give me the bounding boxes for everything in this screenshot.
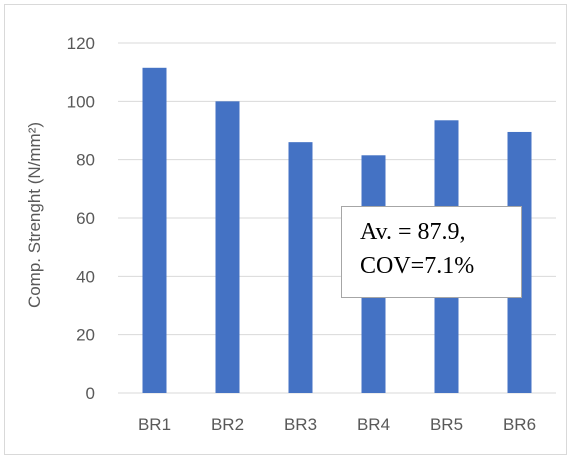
gridlines xyxy=(118,42,556,394)
bar-br3 xyxy=(288,142,313,393)
y-axis-ticks: 0 20 40 60 80 100 120 xyxy=(67,34,95,403)
x-tick-label: BR4 xyxy=(357,415,390,434)
y-tick-label: 40 xyxy=(76,267,95,286)
annotation-cov: COV=7.1% xyxy=(360,253,475,279)
y-tick-label: 20 xyxy=(76,326,95,345)
annotation-box: Av. = 87.9, COV=7.1% xyxy=(341,206,522,298)
y-tick-label: 0 xyxy=(86,384,95,403)
y-tick-label: 60 xyxy=(76,209,95,228)
bar-br2 xyxy=(215,101,240,393)
y-axis-title: Comp. Strenght (N/mm²) xyxy=(25,122,44,308)
y-tick-label: 80 xyxy=(76,151,95,170)
x-tick-label: BR2 xyxy=(211,415,244,434)
y-tick-label: 120 xyxy=(67,34,95,53)
x-tick-label: BR5 xyxy=(430,415,463,434)
bars xyxy=(142,67,532,394)
annotation-average: Av. = 87.9, xyxy=(360,219,466,245)
x-tick-label: BR1 xyxy=(138,415,171,434)
x-axis-ticks: BR1 BR2 BR3 BR4 BR5 BR6 xyxy=(138,415,536,434)
x-tick-label: BR6 xyxy=(503,415,536,434)
y-tick-label: 100 xyxy=(67,92,95,111)
x-tick-label: BR3 xyxy=(284,415,317,434)
bar-br1 xyxy=(142,67,167,394)
